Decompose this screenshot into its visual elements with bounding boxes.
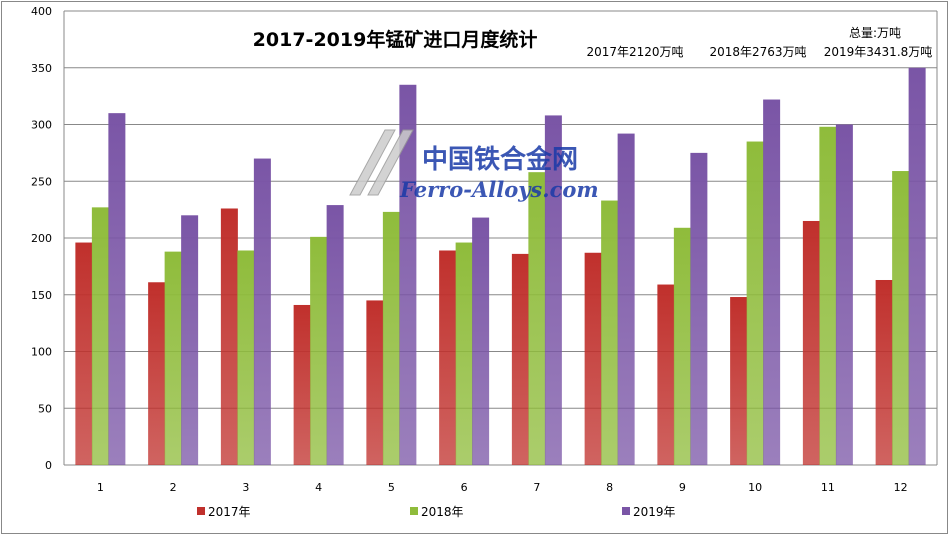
bar-2018年-3 (237, 250, 255, 465)
y-tick-label: 0 (45, 459, 52, 472)
bar-2018年-1 (91, 207, 109, 466)
legend-label: 2017年 (208, 505, 251, 519)
annotation-2019: 2019年3431.8万吨 (824, 45, 933, 59)
bar-2018年-5 (382, 211, 400, 465)
y-tick-label: 150 (31, 289, 52, 302)
y-tick-label: 100 (31, 346, 52, 359)
x-tick-label: 11 (821, 481, 835, 494)
chart-title: 2017-2019年锰矿进口月度统计 (253, 28, 538, 51)
bar-2017年-7 (511, 253, 529, 465)
watermark-en: Ferro-Alloys.com (399, 177, 599, 202)
bar-2018年-7 (528, 172, 546, 466)
bar-2017年-10 (730, 297, 748, 465)
bar-2017年-9 (657, 284, 675, 465)
x-tick-label: 1 (97, 481, 104, 494)
legend-label: 2018年 (421, 505, 464, 519)
x-tick-label: 12 (894, 481, 908, 494)
legend-swatch (622, 507, 630, 515)
y-tick-label: 400 (31, 5, 52, 18)
bar-2019年-8 (617, 133, 635, 465)
annotation-2017: 2017年2120万吨 (586, 45, 683, 59)
bar-2017年-5 (366, 300, 384, 465)
x-tick-label: 4 (315, 481, 322, 494)
bar-2017年-11 (802, 220, 820, 465)
x-tick-label: 10 (748, 481, 762, 494)
y-tick-label: 200 (31, 232, 52, 245)
x-tick-label: 5 (388, 481, 395, 494)
bar-2019年-12 (908, 67, 926, 465)
watermark-cn: 中国铁合金网 (422, 144, 578, 175)
bar-2018年-9 (673, 227, 691, 465)
bar-2017年-1 (75, 242, 93, 465)
legend-swatch (197, 507, 205, 515)
bar-2019年-2 (181, 215, 199, 465)
bar-2017年-3 (220, 208, 238, 466)
bar-2019年-5 (399, 84, 417, 466)
watermark: 中国铁合金网 Ferro-Alloys.com (349, 129, 599, 202)
bar-2019年-11 (835, 124, 853, 465)
bar-2019年-10 (763, 99, 781, 465)
x-tick-label: 9 (679, 481, 686, 494)
y-tick-label: 300 (31, 119, 52, 132)
bar-2017年-4 (293, 304, 311, 465)
bar-2018年-6 (455, 242, 473, 465)
y-tick-label: 350 (31, 62, 52, 75)
bar-2019年-3 (253, 158, 271, 466)
x-tick-label: 8 (606, 481, 613, 494)
bar-2018年-10 (746, 141, 764, 465)
bar-2017年-8 (584, 252, 602, 465)
x-tick-label: 6 (461, 481, 468, 494)
bar-2019年-4 (326, 205, 344, 465)
y-tick-label: 50 (38, 402, 52, 415)
bar-2018年-2 (164, 251, 182, 465)
annotation-unit: 总量:万吨 (849, 26, 901, 40)
watermark-logo-icon (349, 129, 414, 196)
x-tick-label: 2 (170, 481, 177, 494)
bar-2017年-2 (148, 282, 166, 465)
bar-2018年-4 (310, 236, 328, 465)
bar-2018年-11 (819, 126, 837, 466)
bar-2018年-12 (892, 171, 910, 465)
bar-2019年-7 (544, 115, 562, 466)
bar-2018年-8 (601, 200, 619, 466)
bar-2019年-6 (472, 217, 490, 465)
bar-2017年-12 (875, 279, 893, 465)
x-tick-label: 7 (533, 481, 540, 494)
bar-2019年-1 (108, 113, 126, 466)
bar-2017年-6 (439, 250, 457, 465)
legend-swatch (410, 507, 418, 515)
bar-2019年-9 (690, 152, 708, 465)
annotation-2018: 2018年2763万吨 (709, 45, 806, 59)
y-tick-label: 250 (31, 175, 52, 188)
legend-label: 2019年 (633, 505, 676, 519)
x-tick-label: 3 (242, 481, 249, 494)
